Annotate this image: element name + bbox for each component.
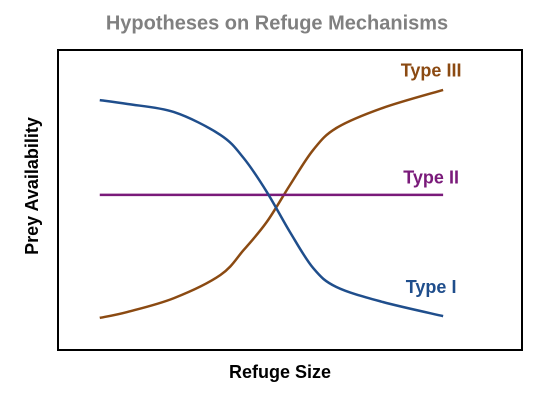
plot-frame [57,49,523,351]
series-line [99,88,444,320]
chart-title: Hypotheses on Refuge Mechanisms [106,12,448,34]
series-line [99,98,444,318]
series-label: Type I [406,277,457,297]
series-label: Type III [401,61,462,81]
y-axis-label: Prey Availability [22,117,42,255]
series-label: Type II [403,168,459,188]
x-axis-label: Refuge Size [229,362,331,382]
